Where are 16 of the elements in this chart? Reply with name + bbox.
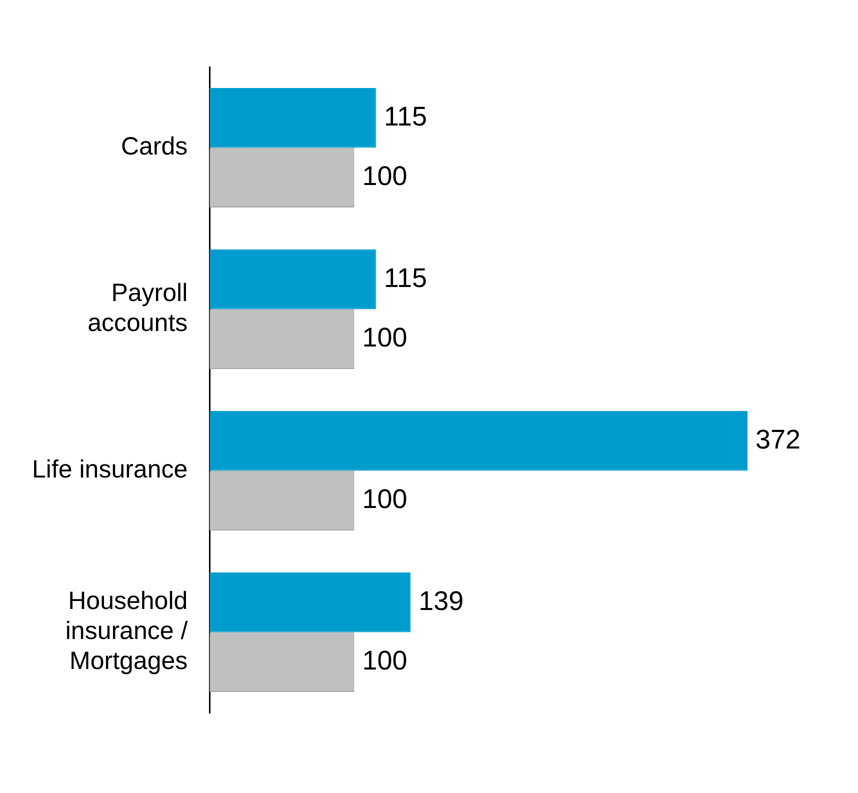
- y-tick-label: Household insurance / Mortgages: [65, 587, 188, 676]
- bar: [210, 88, 376, 148]
- y-tick-label: Cards: [120, 132, 188, 161]
- bar: [210, 410, 748, 471]
- data-label: 115: [384, 262, 427, 293]
- data-label: 115: [384, 101, 427, 132]
- bar: [210, 249, 376, 310]
- y-tick-label: Life insurance: [32, 456, 188, 484]
- bar: [210, 572, 411, 632]
- data-label: 100: [362, 484, 408, 514]
- y-tick-label: Payroll accounts: [88, 279, 188, 338]
- data-label: 100: [362, 322, 408, 353]
- data-label: 139: [418, 586, 464, 616]
- data-label: 100: [362, 161, 408, 192]
- data-label: 100: [362, 646, 408, 676]
- data-label: 372: [756, 424, 801, 454]
